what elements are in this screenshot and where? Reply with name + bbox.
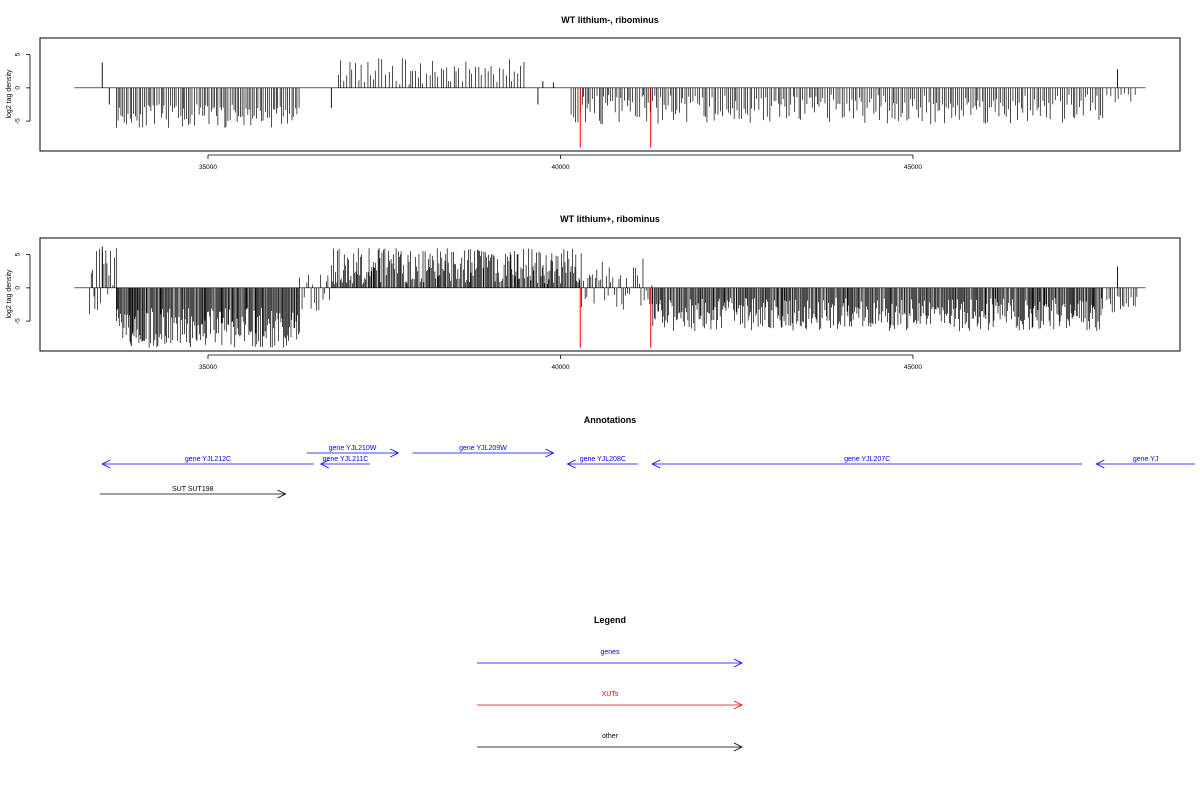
coverage-bars: [74, 246, 1146, 348]
legend-arrow-head: [733, 742, 743, 752]
annotation-feature: gene YJ: [1095, 456, 1195, 469]
annotations-track: Annotations gene YJL212C gene YJL211Cgene…: [100, 415, 1195, 499]
y-axis-label: log2 tag density: [6, 269, 13, 319]
annotation-feature: gene YJL209W: [412, 445, 555, 458]
feature-label: gene YJL208C: [580, 456, 626, 463]
legend-item: genes: [477, 649, 743, 668]
panel-title-lithium-minus: WT lithium-, ribominus: [561, 15, 659, 25]
feature-arrow-head: [651, 459, 661, 469]
y-tick-label: 5: [15, 52, 22, 56]
feature-label: SUT SUT198: [172, 486, 214, 493]
x-tick-label: 45000: [904, 164, 922, 171]
legend: Legend genes XUTs other: [477, 615, 743, 752]
x-tick-label: 35000: [199, 164, 217, 171]
feature-label: gene YJL212C: [185, 456, 231, 463]
feature-arrow-head: [390, 448, 400, 458]
feature-arrow-head: [319, 459, 329, 469]
legend-items: genes XUTs other: [477, 649, 743, 752]
feature-label: gene YJL207C: [844, 456, 890, 463]
panel-lithium-minus: WT lithium-, ribominus log2 tag density …: [6, 15, 1181, 171]
x-tick-label: 40000: [551, 364, 569, 371]
annotation-feature: gene YJL208C: [566, 456, 639, 469]
legend-item: other: [477, 733, 743, 752]
feature-arrow-head: [545, 448, 555, 458]
y-tick-label: 0: [15, 286, 22, 290]
legend-label: other: [602, 733, 619, 740]
y-axis: 5 0 -5: [15, 52, 31, 124]
annotations-title: Annotations: [584, 415, 637, 425]
legend-title: Legend: [594, 615, 626, 625]
feature-arrow-head: [277, 489, 287, 499]
feature-arrow-head: [101, 459, 111, 469]
legend-item: XUTs: [477, 691, 743, 710]
y-axis: 5 0 -5: [15, 252, 31, 324]
plot-frame: [39, 237, 1181, 352]
feature-label: gene YJ: [1133, 456, 1159, 463]
annotation-feature: gene YJL211C: [319, 456, 371, 469]
plot-frame: [39, 37, 1181, 152]
legend-arrow-head: [733, 700, 743, 710]
coverage-bars: [74, 58, 1146, 128]
x-tick-label: 40000: [551, 164, 569, 171]
annotation-feature: SUT SUT198: [100, 486, 287, 499]
panel-lithium-plus: WT lithium+, ribominus log2 tag density …: [6, 214, 1181, 371]
x-axis: 35000 40000 45000: [199, 154, 922, 171]
y-tick-label: -5: [15, 318, 22, 324]
feature-arrow-head: [1095, 459, 1105, 469]
annotation-features: gene YJL212C gene YJL211C gene YJL210W gene…: [100, 445, 1195, 499]
feature-label: gene YJL211C: [323, 456, 369, 463]
x-tick-label: 45000: [904, 364, 922, 371]
panel-title-lithium-plus: WT lithium+, ribominus: [560, 214, 660, 224]
xut-marker-lines: [579, 87, 652, 148]
annotation-feature: gene YJL210W: [306, 445, 400, 458]
annotation-feature: gene YJL212C: [101, 456, 314, 469]
feature-arrow-head: [566, 459, 576, 469]
legend-label: genes: [600, 649, 620, 656]
y-tick-label: 0: [15, 86, 22, 90]
x-axis: 35000 40000 45000: [199, 354, 922, 371]
feature-label: gene YJL209W: [459, 445, 507, 452]
y-tick-label: 5: [15, 252, 22, 256]
legend-arrow-head: [733, 658, 743, 668]
feature-label: gene YJL210W: [329, 445, 377, 452]
x-tick-label: 35000: [199, 364, 217, 371]
y-tick-label: -5: [15, 118, 22, 124]
xut-marker-lines: [579, 287, 652, 348]
annotation-feature: gene YJL207C: [651, 456, 1083, 469]
legend-label: XUTs: [602, 691, 619, 698]
y-axis-label: log2 tag density: [6, 69, 13, 119]
